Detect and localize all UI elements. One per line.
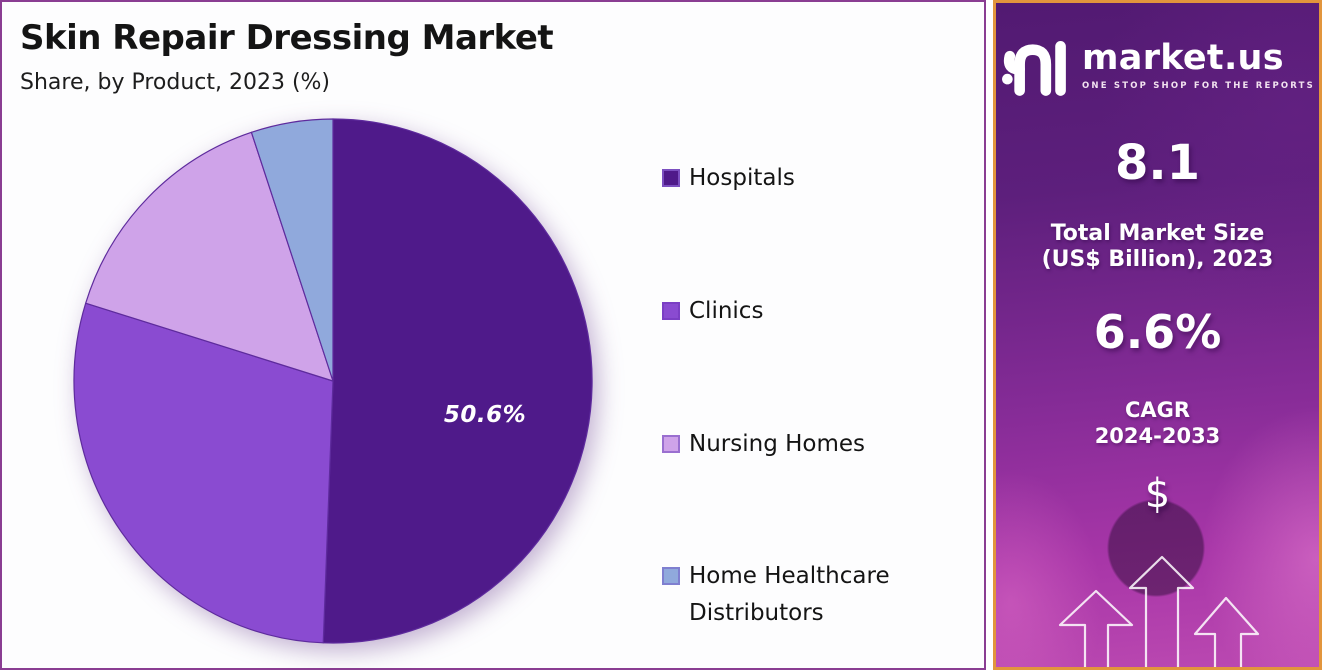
dollar-icon: $ xyxy=(1144,471,1171,517)
legend-label: Nursing Homes xyxy=(689,430,866,457)
legend-item: Home Healthcare Distributors xyxy=(662,558,927,632)
market-size-caption: Total Market Size (US$ Billion), 2023 xyxy=(996,221,1319,274)
market-size-caption-line1: Total Market Size xyxy=(1050,221,1265,246)
cagr-caption-line1: CAGR xyxy=(1124,398,1191,422)
pie-slice xyxy=(73,302,334,644)
stats-sidebar: market.us ONE STOP SHOP FOR THE REPORTS … xyxy=(993,0,1322,670)
growth-arrows-icon xyxy=(1058,555,1260,667)
legend-item: Nursing Homes xyxy=(662,426,927,463)
legend-label: Clinics xyxy=(689,297,764,324)
pie-slice-data-label: 50.6% xyxy=(443,402,527,428)
chart-panel: Skin Repair Dressing Market Share, by Pr… xyxy=(0,0,986,670)
market-size-caption-line2: (US$ Billion), 2023 xyxy=(1041,247,1274,273)
logo-text: market.us ONE STOP SHOP FOR THE REPORTS xyxy=(1082,38,1315,92)
legend-swatch xyxy=(662,567,680,586)
legend-swatch xyxy=(662,169,680,187)
pie-slice xyxy=(250,118,334,382)
legend-label: Hospitals xyxy=(689,165,795,191)
page-title: Skin Repair Dressing Market xyxy=(20,18,554,58)
pie-chart xyxy=(73,118,593,644)
legend-item: Clinics xyxy=(662,293,927,330)
market-size-value: 8.1 xyxy=(1114,135,1201,191)
legend: Hospitals Clinics Nursing Homes Home Health… xyxy=(662,160,927,632)
brand-tagline: ONE STOP SHOP FOR THE REPORTS xyxy=(1082,81,1315,91)
legend-item: Hospitals xyxy=(662,160,927,197)
pie-slice xyxy=(85,131,334,382)
brand-name: market.us xyxy=(1082,38,1284,78)
legend-label: Home Healthcare Distributors xyxy=(689,563,890,627)
legend-swatch xyxy=(662,434,680,453)
pie-slice xyxy=(322,118,593,644)
brand-logo: market.us ONE STOP SHOP FOR THE REPORTS xyxy=(996,33,1319,99)
photo-background xyxy=(996,3,1319,667)
cagr-caption: CAGR 2024-2033 xyxy=(996,397,1319,450)
market-us-logo-icon xyxy=(1002,41,1066,96)
chart-subtitle: Share, by Product, 2023 (%) xyxy=(20,70,331,95)
cagr-caption-line2: 2024-2033 xyxy=(1094,424,1221,449)
cagr-value: 6.6% xyxy=(1093,305,1222,359)
legend-swatch xyxy=(662,301,680,320)
